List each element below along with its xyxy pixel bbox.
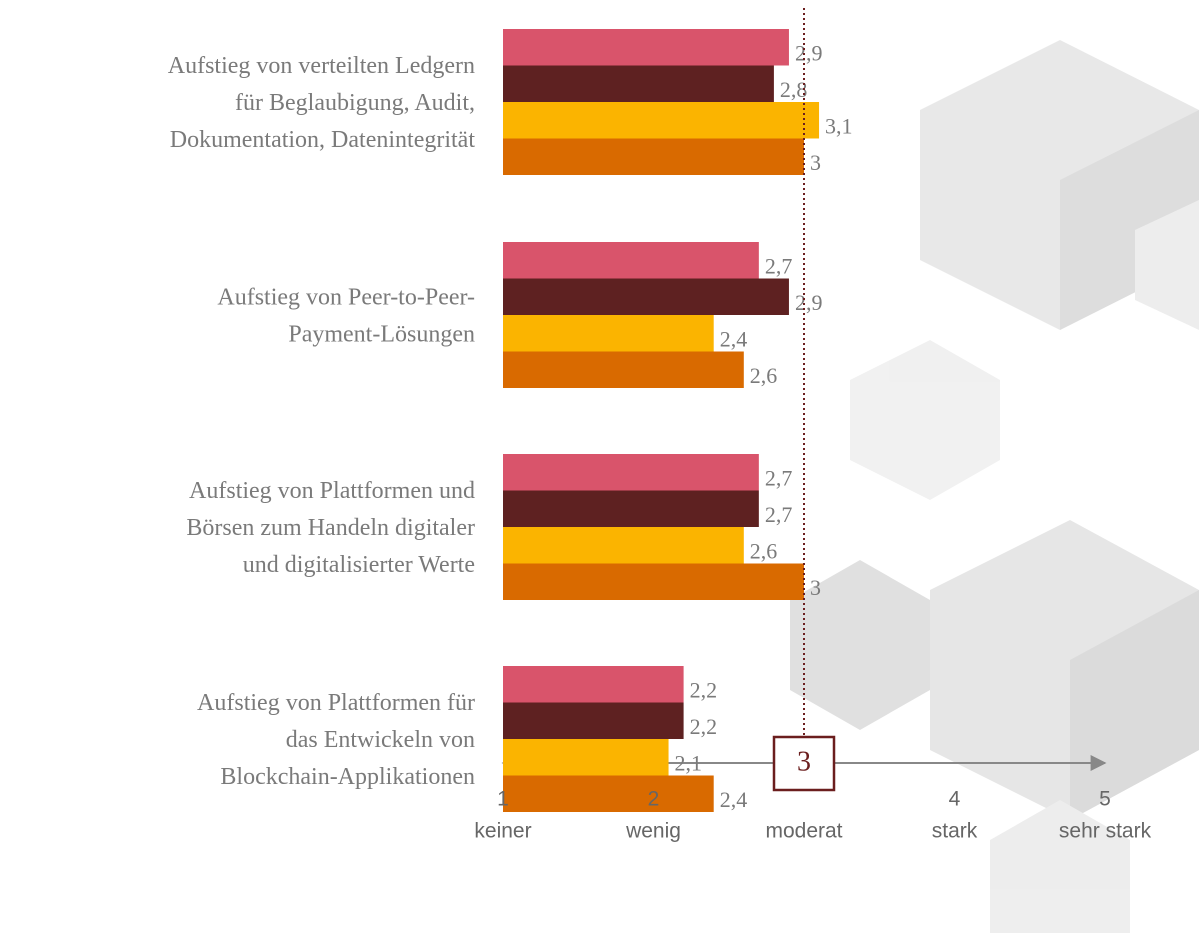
bar (503, 563, 804, 600)
bar (503, 278, 789, 315)
x-tick-label: 3 (797, 746, 811, 777)
x-tick-word: stark (932, 820, 978, 843)
x-tick-label: 4 (949, 788, 961, 811)
x-tick-word: wenig (625, 820, 681, 843)
value-label: 2,7 (765, 502, 793, 527)
bar (503, 739, 669, 776)
value-label: 3 (810, 150, 821, 175)
reference-box (772, 735, 836, 792)
bar (503, 527, 744, 564)
bar (503, 454, 759, 491)
value-label: 2,9 (795, 40, 823, 65)
bar (503, 29, 789, 66)
category-label: Aufstieg von verteilten Ledgern für Begla… (168, 53, 476, 153)
bar (503, 666, 684, 703)
bar (503, 242, 759, 279)
x-tick-label: 1 (497, 788, 509, 811)
value-label: 2,7 (765, 253, 793, 278)
value-label: 2,2 (690, 714, 718, 739)
x-tick-word: sehr stark (1059, 820, 1152, 843)
bar (503, 102, 820, 139)
x-tick-word: moderat (765, 820, 842, 843)
x-tick-word: keiner (474, 820, 531, 843)
value-label: 3,1 (825, 113, 853, 138)
bar (503, 138, 804, 175)
value-label: 2,2 (690, 677, 718, 702)
value-label: 2,6 (750, 363, 778, 388)
value-label: 2,7 (765, 465, 793, 490)
value-label: 2,4 (720, 787, 748, 812)
bar (503, 490, 759, 527)
category-label: Aufstieg von Peer-to-Peer-Payment-Lösung… (217, 285, 475, 348)
category-label: Aufstieg von Plattformen und Börsen zum H… (186, 478, 475, 578)
bar (503, 775, 714, 812)
category-label: Aufstieg von Plattformen für das Entwicke… (197, 690, 475, 790)
bar (503, 351, 744, 388)
value-label: 3 (810, 575, 821, 600)
bar (503, 702, 684, 739)
x-tick-label: 5 (1099, 788, 1111, 811)
value-label: 2,1 (675, 750, 703, 775)
bar (503, 65, 774, 102)
value-label: 2,9 (795, 290, 823, 315)
bar (503, 315, 714, 352)
value-label: 2,6 (750, 538, 778, 563)
value-label: 2,4 (720, 326, 748, 351)
value-label: 2,8 (780, 77, 808, 102)
x-tick-label: 2 (648, 788, 660, 811)
background-cubes (790, 40, 1199, 933)
